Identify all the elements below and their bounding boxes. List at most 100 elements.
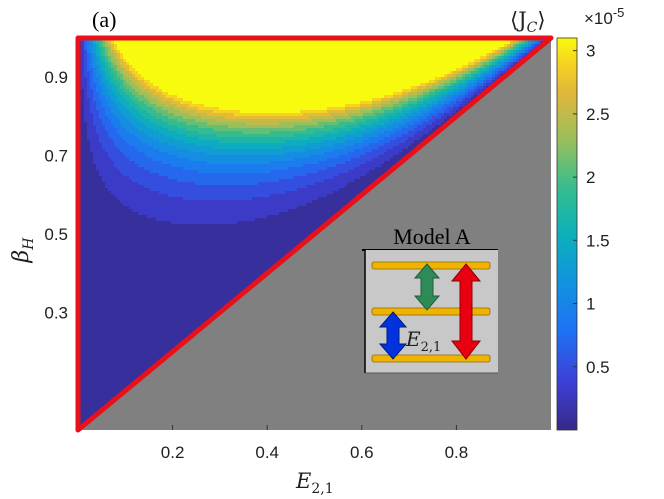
contour-cell [237,65,241,69]
contour-cell [177,107,181,111]
contour-cell [153,59,157,63]
contour-cell [240,71,244,75]
contour-cell [420,128,424,132]
contour-cell [96,146,100,150]
contour-cell [345,104,349,108]
contour-cell [435,104,439,108]
contour-cell [474,47,478,51]
contour-cell [450,47,454,51]
contour-cell [261,95,265,99]
contour-cell [423,122,427,126]
contour-cell [162,80,166,84]
contour-cell [195,128,199,132]
contour-cell [297,89,301,93]
contour-cell [195,113,199,117]
contour-cell [162,74,166,78]
contour-cell [144,59,148,63]
contour-cell [327,107,331,111]
contour-cell [84,86,88,90]
contour-cell [144,80,148,84]
contour-cell [315,71,319,75]
contour-cell [510,62,514,66]
contour-cell [195,131,199,135]
contour-cell [258,44,262,48]
contour-cell [177,62,181,66]
contour-cell [417,56,421,60]
contour-cell [105,128,109,132]
contour-cell [507,68,511,72]
contour-cell [339,53,343,57]
contour-cell [135,89,139,93]
contour-cell [471,50,475,54]
contour-cell [93,131,97,135]
contour-cell [363,44,367,48]
contour-cell [246,74,250,78]
contour-cell [126,50,130,54]
contour-cell [189,65,193,69]
contour-cell [183,50,187,54]
contour-cell [210,71,214,75]
contour-cell [312,134,316,138]
contour-cell [150,44,154,48]
contour-cell [267,65,271,69]
contour-cell [264,56,268,60]
contour-cell [213,140,217,144]
contour-cell [408,44,412,48]
contour-cell [459,53,463,57]
contour-cell [372,116,376,120]
contour-cell [306,137,310,141]
contour-cell [93,104,97,108]
contour-cell [99,92,103,96]
contour-cell [225,134,229,138]
contour-cell [84,59,88,63]
contour-cell [288,122,292,126]
contour-cell [273,107,277,111]
contour-cell [387,89,391,93]
contour-cell [411,98,415,102]
contour-cell [519,47,523,51]
contour-cell [240,110,244,114]
contour-cell [327,143,331,147]
contour-cell [240,65,244,69]
contour-cell [309,53,313,57]
contour-cell [231,50,235,54]
contour-cell [282,71,286,75]
contour-cell [312,86,316,90]
contour-cell [369,98,373,102]
contour-cell [324,143,328,147]
contour-cell [414,74,418,78]
contour-cell [387,44,391,48]
contour-cell [366,122,370,126]
contour-cell [321,89,325,93]
contour-cell [414,116,418,120]
contour-cell [219,95,223,99]
contour-cell [192,53,196,57]
contour-cell [222,104,226,108]
contour-cell [201,59,205,63]
contour-cell [264,125,268,129]
contour-cell [138,140,142,144]
contour-cell [336,68,340,72]
contour-cell [357,92,361,96]
contour-cell [372,119,376,123]
contour-cell [306,41,310,45]
contour-cell [306,53,310,57]
contour-cell [369,128,373,132]
contour-cell [132,89,136,93]
contour-cell [186,65,190,69]
contour-cell [495,53,499,57]
contour-cell [303,74,307,78]
contour-cell [354,122,358,126]
contour-cell [342,125,346,129]
contour-cell [426,134,430,138]
contour-cell [465,98,469,102]
contour-cell [264,113,268,117]
contour-cell [228,41,232,45]
contour-cell [534,44,538,48]
contour-cell [342,59,346,63]
contour-cell [438,59,442,63]
contour-cell [312,83,316,87]
contour-cell [246,116,250,120]
contour-cell [240,47,244,51]
contour-cell [309,101,313,105]
